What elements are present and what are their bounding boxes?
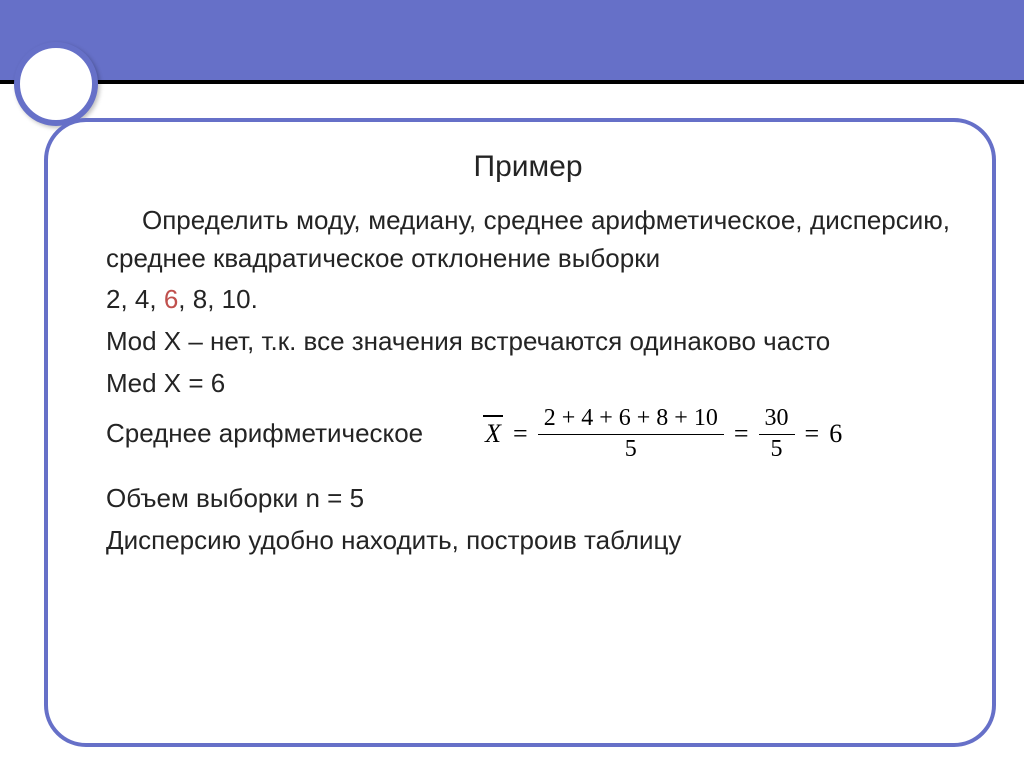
sample-prefix: 2, 4, (106, 284, 164, 314)
formula-frac1: 2 + 4 + 6 + 8 + 10 5 (538, 406, 724, 462)
header-bar (0, 0, 1024, 80)
median-line: Med X = 6 (106, 365, 950, 403)
mean-label: Среднее арифметическое (106, 415, 423, 453)
content-card: Пример Определить моду, медиану, среднее… (44, 118, 996, 747)
frac1-den: 5 (619, 437, 643, 462)
sample-suffix: , 8, 10. (178, 284, 258, 314)
formula-lhs: X (483, 415, 503, 453)
frac2-den: 5 (765, 437, 789, 462)
formula-eq2: = (734, 415, 749, 453)
frac2-bar (759, 434, 795, 435)
formula-frac2: 30 5 (759, 406, 795, 462)
formula-result: 6 (829, 415, 842, 453)
sample-highlight: 6 (164, 284, 178, 314)
dispersion-line: Дисперсию удобно находить, построив табл… (106, 522, 950, 560)
formula-eq3: = (805, 415, 820, 453)
task-line: Определить моду, медиану, среднее арифме… (106, 202, 950, 277)
slide: Пример Определить моду, медиану, среднее… (0, 0, 1024, 767)
frac1-num: 2 + 4 + 6 + 8 + 10 (538, 406, 724, 431)
frac1-bar (538, 434, 724, 435)
mode-line: Mod X – нет, т.к. все значения встречают… (106, 323, 950, 361)
mean-line: Среднее арифметическое X = 2 + 4 + 6 + 8… (106, 406, 950, 462)
formula-eq1: = (513, 415, 528, 453)
mean-formula: X = 2 + 4 + 6 + 8 + 10 5 = 30 5 = 6 (483, 406, 842, 462)
frac2-num: 30 (759, 406, 795, 431)
slide-body: Определить моду, медиану, среднее арифме… (106, 202, 950, 560)
slide-title: Пример (106, 150, 950, 184)
sample-line: 2, 4, 6, 8, 10. (106, 281, 950, 319)
header-circle-icon (14, 42, 98, 126)
n-line: Объем выборки n = 5 (106, 480, 950, 518)
header-rule (0, 80, 1024, 84)
